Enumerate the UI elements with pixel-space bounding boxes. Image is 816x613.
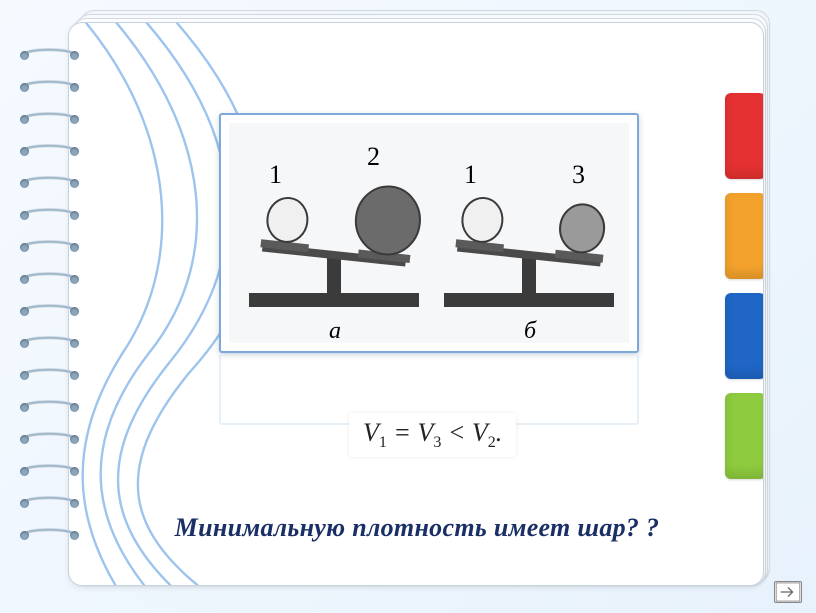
next-slide-icon[interactable]: [774, 581, 802, 603]
page: 1 2 а: [68, 22, 764, 586]
ball-label-1: 1: [269, 160, 282, 189]
formula-text: V1 = V3 < V2.: [363, 418, 502, 447]
tab-red[interactable]: [725, 93, 764, 179]
volume-formula: V1 = V3 < V2.: [349, 413, 516, 457]
ball-label-2: 2: [367, 142, 380, 171]
tab-green[interactable]: [725, 393, 764, 479]
spiral-binding: [18, 46, 88, 566]
figure-panel: 1 2 а: [219, 113, 639, 353]
page-stack: 1 2 а: [68, 10, 768, 585]
figure-inner: 1 2 а: [229, 123, 629, 343]
tab-blue[interactable]: [725, 293, 764, 379]
notebook: 1 2 а: [18, 10, 778, 590]
panel-label-a: а: [329, 318, 341, 343]
panel-label-b: б: [524, 318, 537, 343]
ball-label-3: 3: [572, 160, 585, 189]
balance-diagram: 1 2 а: [229, 123, 629, 343]
tab-orange[interactable]: [725, 193, 764, 279]
question-text: Минимальную плотность имеет шар? ?: [69, 513, 764, 543]
side-tabs: [725, 93, 764, 493]
ball-label-1b: 1: [464, 160, 477, 189]
